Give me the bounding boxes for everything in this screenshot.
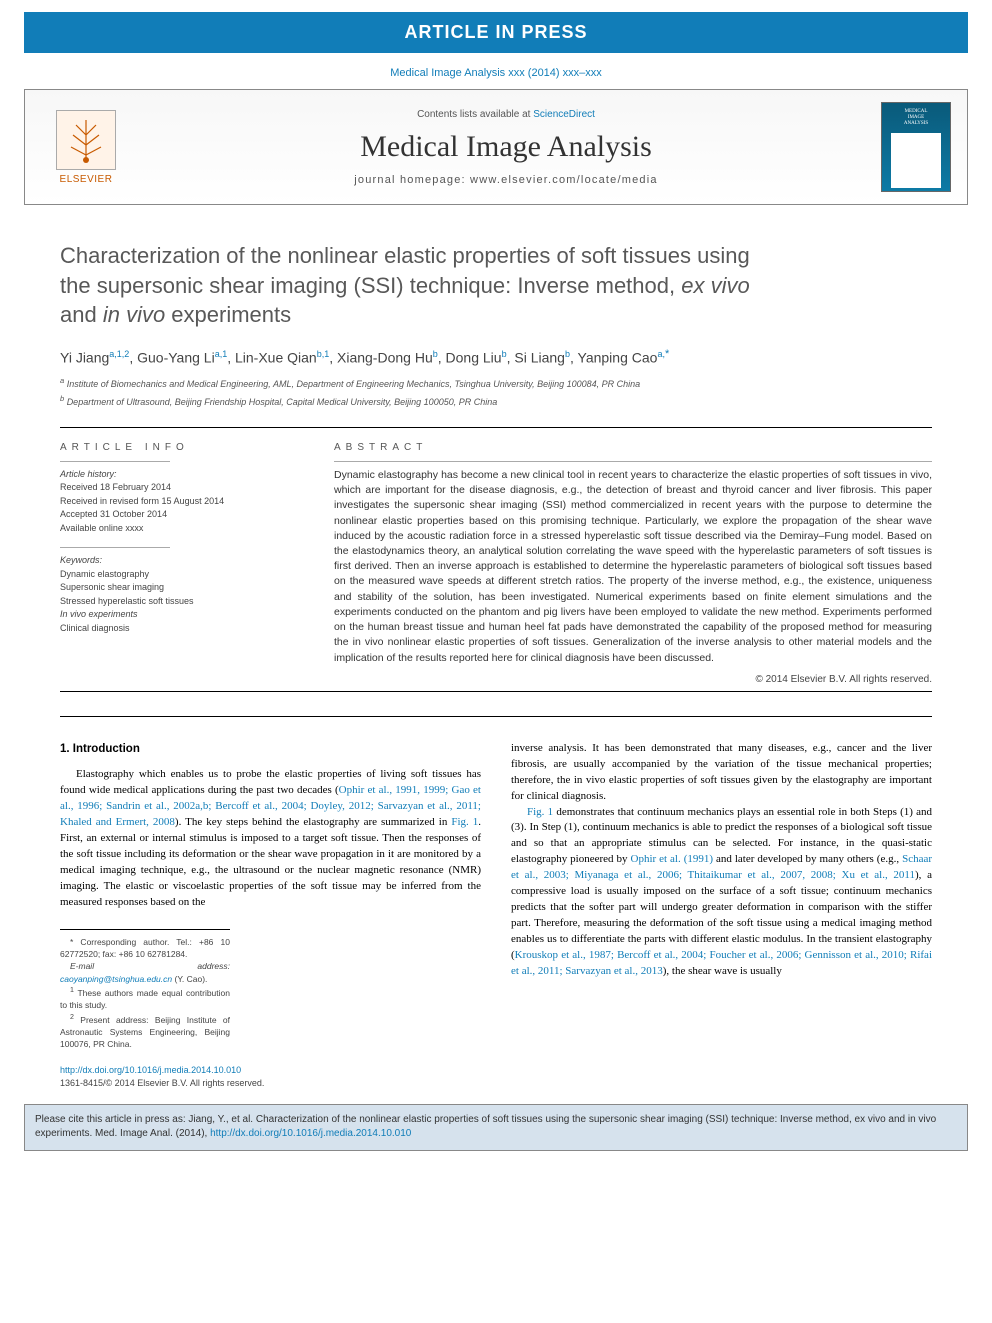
keywords-label: Keywords: — [60, 554, 300, 568]
body-columns: 1. Introduction Elastography which enabl… — [60, 741, 932, 1090]
author-list: Yi Jianga,1,2, Guo-Yang Lia,1, Lin-Xue Q… — [60, 348, 932, 366]
email-label: E-mail address: — [70, 961, 230, 971]
article-info-head: ARTICLE INFO — [60, 442, 300, 453]
footnotes: * Corresponding author. Tel.: +86 10 627… — [60, 929, 230, 1050]
body-right-p2: Fig. 1 demonstrates that continuum mecha… — [511, 805, 932, 980]
rule-after-abstract-1 — [60, 691, 932, 692]
author-7-star: * — [665, 348, 669, 360]
title-line3-post: experiments — [165, 302, 291, 327]
br-p2-fig[interactable]: Fig. 1 — [527, 806, 553, 818]
article-title: Characterization of the nonlinear elasti… — [60, 241, 932, 330]
main-content: Characterization of the nonlinear elasti… — [0, 205, 992, 1090]
author-6: Si Liang — [514, 350, 565, 366]
keyword-2: Supersonic shear imaging — [60, 581, 300, 595]
history-label: Article history: — [60, 468, 300, 482]
affiliation-a: a Institute of Biomechanics and Medical … — [60, 376, 932, 391]
elsevier-text: ELSEVIER — [60, 174, 113, 185]
article-info-column: ARTICLE INFO Article history: Received 1… — [60, 442, 300, 685]
keywords-block: Keywords: Dynamic elastography Supersoni… — [60, 554, 300, 635]
bl-p1-fig[interactable]: Fig. 1 — [451, 816, 478, 828]
author-4: Xiang-Dong Hu — [337, 350, 433, 366]
abstract-copyright: © 2014 Elsevier B.V. All rights reserved… — [334, 674, 932, 685]
author-4-sup: b — [433, 349, 438, 359]
author-7-sup: a, — [657, 349, 665, 359]
br-p2-c: ), a compressive load is usually imposed… — [511, 869, 932, 961]
aff-a-text: Institute of Biomechanics and Medical En… — [67, 379, 640, 389]
doi-block: http://dx.doi.org/10.1016/j.media.2014.1… — [60, 1064, 481, 1089]
cite-box-doi-link[interactable]: http://dx.doi.org/10.1016/j.media.2014.1… — [210, 1128, 411, 1139]
author-7: Yanping Cao — [578, 350, 658, 366]
author-2: Guo-Yang Li — [137, 350, 215, 366]
keyword-3: Stressed hyperelastic soft tissues — [60, 595, 300, 609]
rule-top — [60, 427, 932, 428]
info-abstract-row: ARTICLE INFO Article history: Received 1… — [60, 442, 932, 685]
elsevier-logo: ELSEVIER — [41, 110, 131, 185]
info-divider-1 — [60, 461, 170, 462]
journal-cover-thumbnail: MEDICALIMAGEANALYSIS — [881, 102, 951, 192]
online: Available online xxxx — [60, 522, 300, 536]
accepted: Accepted 31 October 2014 — [60, 508, 300, 522]
keyword-4: In vivo experiments — [60, 608, 300, 622]
title-line2-italic: ex vivo — [681, 273, 749, 298]
cite-box-text: Please cite this article in press as: Ji… — [35, 1114, 936, 1140]
cover-thumb-title: MEDICALIMAGEANALYSIS — [904, 109, 928, 127]
received: Received 18 February 2014 — [60, 481, 300, 495]
article-history: Article history: Received 18 February 20… — [60, 468, 300, 536]
top-citation: Medical Image Analysis xxx (2014) xxx–xx… — [0, 53, 992, 89]
footnote-corresponding: * Corresponding author. Tel.: +86 10 627… — [60, 936, 230, 961]
email-link[interactable]: caoyanping@tsinghua.edu.cn — [60, 974, 172, 984]
author-3: Lin-Xue Qian — [235, 350, 317, 366]
abstract-text: Dynamic elastography has become a new cl… — [334, 468, 932, 666]
bl-p1-b: ). The key steps behind the elastography… — [175, 816, 451, 828]
bl-p1-c: . First, an external or internal stimulu… — [60, 816, 481, 908]
author-1-sup: a,1,2 — [109, 349, 129, 359]
br-p2-d: ), the shear wave is usually — [663, 965, 782, 977]
body-right-p1: inverse analysis. It has been demonstrat… — [511, 741, 932, 805]
author-6-sup: b — [565, 349, 570, 359]
body-right-col: inverse analysis. It has been demonstrat… — [511, 741, 932, 1090]
doi-link[interactable]: http://dx.doi.org/10.1016/j.media.2014.1… — [60, 1065, 241, 1075]
section-1-heading: 1. Introduction — [60, 741, 481, 758]
title-line2: the supersonic shear imaging (SSI) techn… — [60, 273, 681, 298]
elsevier-tree-icon — [56, 110, 116, 170]
journal-header: ELSEVIER Contents lists available at Sci… — [24, 89, 968, 205]
abstract-column: ABSTRACT Dynamic elastography has become… — [334, 442, 932, 685]
journal-title: Medical Image Analysis — [147, 130, 865, 164]
br-p2-b: and later developed by many others (e.g.… — [713, 853, 902, 865]
aff-b-text: Department of Ultrasound, Beijing Friend… — [67, 397, 498, 407]
info-divider-2 — [60, 547, 170, 548]
email-suffix: (Y. Cao). — [172, 974, 207, 984]
author-5-sup: b — [502, 349, 507, 359]
issn-line: 1361-8415/© 2014 Elsevier B.V. All right… — [60, 1077, 481, 1090]
cite-box: Please cite this article in press as: Ji… — [24, 1104, 968, 1151]
contents-prefix: Contents lists available at — [417, 109, 533, 120]
revised: Received in revised form 15 August 2014 — [60, 495, 300, 509]
br-p2-ref1[interactable]: Ophir et al. (1991) — [631, 853, 714, 865]
journal-homepage: journal homepage: www.elsevier.com/locat… — [147, 174, 865, 186]
abstract-head: ABSTRACT — [334, 442, 932, 453]
rule-after-abstract-2 — [60, 716, 932, 717]
sciencedirect-link[interactable]: ScienceDirect — [533, 109, 595, 120]
affiliation-b: b Department of Ultrasound, Beijing Frie… — [60, 394, 932, 409]
contents-line: Contents lists available at ScienceDirec… — [147, 109, 865, 120]
author-3-sup: b,1 — [317, 349, 330, 359]
abstract-divider — [334, 461, 932, 462]
author-1: Yi Jiang — [60, 350, 109, 366]
body-left-p1: Elastography which enables us to probe t… — [60, 767, 481, 910]
footnote-present: 2 Present address: Beijing Institute of … — [60, 1012, 230, 1051]
keyword-1: Dynamic elastography — [60, 568, 300, 582]
footnote-contrib: 1 These authors made equal contribution … — [60, 985, 230, 1011]
author-5: Dong Liu — [446, 350, 502, 366]
title-line3-italic: in vivo — [103, 302, 165, 327]
title-line3-pre: and — [60, 302, 103, 327]
author-2-sup: a,1 — [215, 349, 228, 359]
body-left-col: 1. Introduction Elastography which enabl… — [60, 741, 481, 1090]
article-in-press-banner: ARTICLE IN PRESS — [24, 12, 968, 53]
footnote-email: E-mail address: caoyanping@tsinghua.edu.… — [60, 960, 230, 985]
keyword-5: Clinical diagnosis — [60, 622, 300, 636]
title-line1: Characterization of the nonlinear elasti… — [60, 243, 750, 268]
cover-thumb-image — [891, 133, 941, 188]
header-center: Contents lists available at ScienceDirec… — [147, 109, 865, 186]
